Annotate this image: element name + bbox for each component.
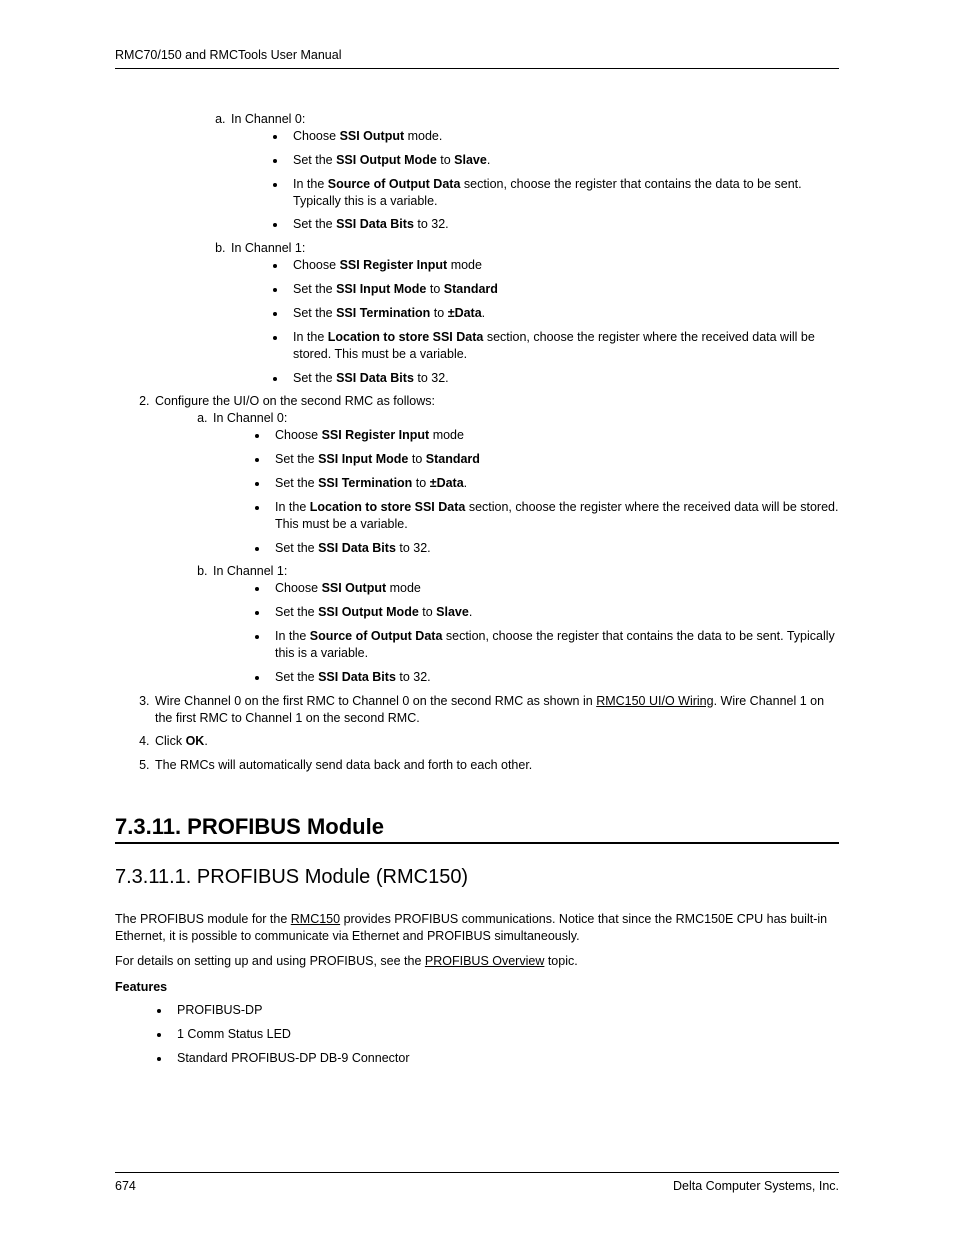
page-header: RMC70/150 and RMCTools User Manual <box>115 48 839 69</box>
bullet-item: In the Location to store SSI Data sectio… <box>269 499 839 533</box>
page-footer: 674 Delta Computer Systems, Inc. <box>115 1172 839 1193</box>
features-heading: Features <box>115 980 839 994</box>
link-rmc150-uio-wiring[interactable]: RMC150 UI/O Wiring <box>596 694 713 708</box>
feature-item: PROFIBUS-DP <box>171 1002 839 1019</box>
step-2a: In Channel 0: Choose SSI Register Input … <box>211 410 839 556</box>
page-number: 674 <box>115 1179 136 1193</box>
step-2b: In Channel 1: Choose SSI Output mode Set… <box>211 563 839 685</box>
channel-0-item: In Channel 0: Choose SSI Output mode. Se… <box>229 111 839 233</box>
subsection-heading: 7.3.11.1. PROFIBUS Module (RMC150) <box>115 866 839 889</box>
bullet-item: Set the SSI Termination to ±Data. <box>269 475 839 492</box>
feature-item: Standard PROFIBUS-DP DB-9 Connector <box>171 1050 839 1067</box>
bullet-item: Set the SSI Data Bits to 32. <box>287 216 839 233</box>
bullet-item: Set the SSI Input Mode to Standard <box>269 451 839 468</box>
bullet-item: Set the SSI Data Bits to 32. <box>269 669 839 686</box>
page: RMC70/150 and RMCTools User Manual In Ch… <box>0 0 954 1235</box>
step-2: Configure the UI/O on the second RMC as … <box>153 393 839 685</box>
paragraph-2: For details on setting up and using PROF… <box>115 953 839 970</box>
bullet-item: Set the SSI Termination to ±Data. <box>287 305 839 322</box>
channel-0-label: In Channel 0: <box>231 112 305 126</box>
bullet-item: Set the SSI Output Mode to Slave. <box>269 604 839 621</box>
step-2b-bullets: Choose SSI Output mode Set the SSI Outpu… <box>213 580 839 685</box>
channel-0-bullets: Choose SSI Output mode. Set the SSI Outp… <box>231 128 839 233</box>
bullet-item: Set the SSI Data Bits to 32. <box>269 540 839 557</box>
bullet-item: In the Location to store SSI Data sectio… <box>287 329 839 363</box>
main-steps: Configure the UI/O on the second RMC as … <box>115 393 839 774</box>
footer-company: Delta Computer Systems, Inc. <box>673 1179 839 1193</box>
step-2-text: Configure the UI/O on the second RMC as … <box>155 394 435 408</box>
channel-1-bullets: Choose SSI Register Input mode Set the S… <box>231 257 839 386</box>
bullet-item: Set the SSI Input Mode to Standard <box>287 281 839 298</box>
step-2-sublist: In Channel 0: Choose SSI Register Input … <box>155 410 839 685</box>
channel-1-label: In Channel 1: <box>231 241 305 255</box>
step-5: The RMCs will automatically send data ba… <box>153 757 839 774</box>
feature-item: 1 Comm Status LED <box>171 1026 839 1043</box>
bullet-item: In the Source of Output Data section, ch… <box>287 176 839 210</box>
header-title: RMC70/150 and RMCTools User Manual <box>115 48 341 62</box>
step-2a-label: In Channel 0: <box>213 411 287 425</box>
step-2a-bullets: Choose SSI Register Input mode Set the S… <box>213 427 839 556</box>
bullet-item: Choose SSI Output mode <box>269 580 839 597</box>
bullet-item: In the Source of Output Data section, ch… <box>269 628 839 662</box>
channel-list-1: In Channel 0: Choose SSI Output mode. Se… <box>173 111 839 386</box>
step-2b-label: In Channel 1: <box>213 564 287 578</box>
paragraph-1: The PROFIBUS module for the RMC150 provi… <box>115 911 839 945</box>
bullet-item: Set the SSI Data Bits to 32. <box>287 370 839 387</box>
bullet-item: Choose SSI Register Input mode <box>269 427 839 444</box>
channel-1-item: In Channel 1: Choose SSI Register Input … <box>229 240 839 386</box>
bullet-item: Set the SSI Output Mode to Slave. <box>287 152 839 169</box>
link-rmc150[interactable]: RMC150 <box>291 912 340 926</box>
section-heading: 7.3.11. PROFIBUS Module <box>115 814 839 844</box>
link-profibus-overview[interactable]: PROFIBUS Overview <box>425 954 544 968</box>
step-4: Click OK. <box>153 733 839 750</box>
features-list: PROFIBUS-DP 1 Comm Status LED Standard P… <box>115 1002 839 1067</box>
bullet-item: Choose SSI Register Input mode <box>287 257 839 274</box>
step-3: Wire Channel 0 on the first RMC to Chann… <box>153 693 839 727</box>
bullet-item: Choose SSI Output mode. <box>287 128 839 145</box>
